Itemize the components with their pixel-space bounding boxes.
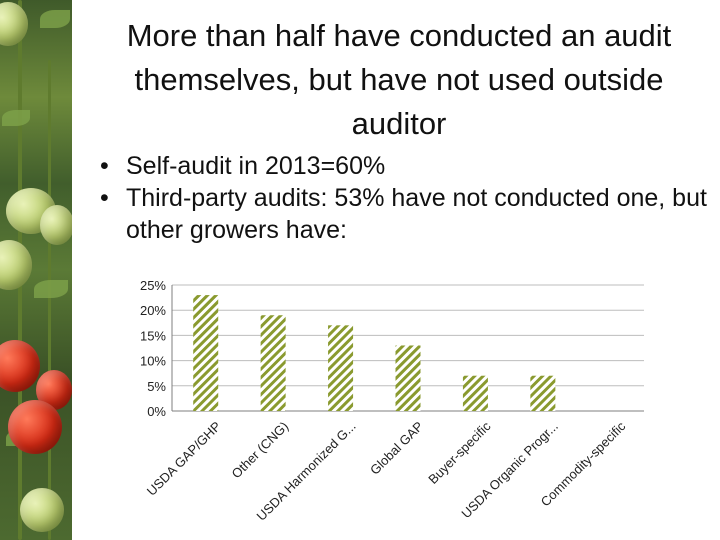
bullet-third-party: Third-party audits: 53% have not conduct… bbox=[100, 182, 710, 246]
y-tick-label: 20% bbox=[140, 303, 166, 318]
bullet-self-audit: Self-audit in 2013=60% bbox=[100, 150, 710, 182]
y-tick-label: 15% bbox=[140, 328, 166, 343]
bars bbox=[193, 295, 556, 411]
bar bbox=[193, 295, 219, 411]
tomato-photo bbox=[0, 0, 72, 540]
bar bbox=[530, 375, 556, 411]
y-tick-label: 10% bbox=[140, 354, 166, 369]
x-tick-label: Other (CNG) bbox=[229, 419, 292, 482]
bar bbox=[260, 315, 286, 411]
slide-title: More than half have conducted an audit t… bbox=[126, 18, 672, 141]
x-axis-labels: USDA GAP/GHP Other (CNG)USDA Harmonized G… bbox=[144, 418, 629, 523]
y-axis-ticks: 0% 5% 10% 15% 20% 25% bbox=[140, 278, 166, 419]
y-tick-label: 25% bbox=[140, 278, 166, 293]
x-tick-label: USDA GAP/GHP bbox=[144, 419, 224, 499]
x-tick-label: Global GAP bbox=[367, 419, 426, 478]
y-tick-label: 0% bbox=[147, 404, 166, 419]
bar bbox=[395, 345, 421, 411]
y-tick-label: 5% bbox=[147, 379, 166, 394]
x-tick-label: Buyer-specific bbox=[425, 418, 494, 487]
bullet-list: Self-audit in 2013=60% Third-party audit… bbox=[100, 150, 710, 246]
bar bbox=[328, 325, 354, 411]
bar bbox=[462, 375, 488, 411]
